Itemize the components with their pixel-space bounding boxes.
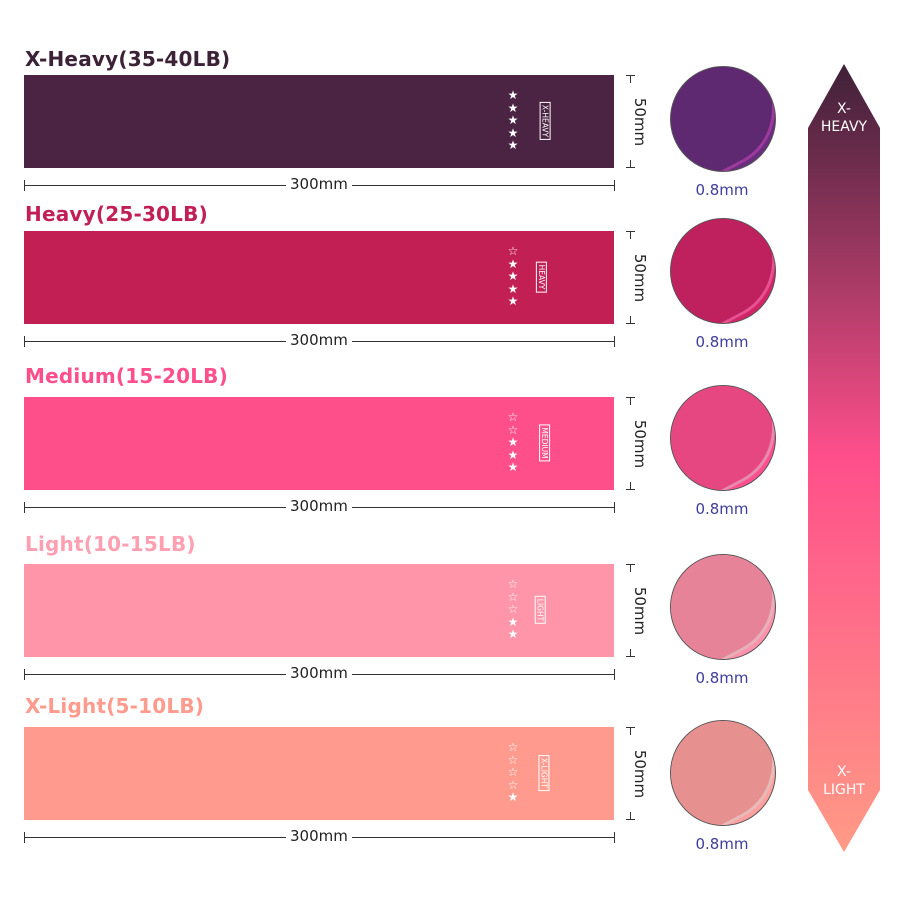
thickness-label: 0.8mm <box>695 500 749 518</box>
length-dimension: 300mm <box>24 497 615 515</box>
band-title: Medium(15-20LB) <box>25 364 228 388</box>
width-dimension: 50mm <box>622 231 649 324</box>
rating-stars: ☆ ☆ ☆ ☆ ★ <box>507 740 519 804</box>
dim-stem <box>630 397 631 405</box>
scale-top-label: X- HEAVY <box>820 101 868 135</box>
resistance-band: ☆ ★ ★ ★ ★ HEAVY <box>24 231 614 324</box>
thickness-label: 0.8mm <box>695 669 749 687</box>
length-dimension: 300mm <box>24 827 615 845</box>
length-label: 300mm <box>286 664 352 682</box>
width-dimension: 50mm <box>622 397 649 490</box>
length-dimension: 300mm <box>24 664 615 682</box>
band-label: ★ ★ ★ ★ ★ X-HEAVY <box>504 88 551 153</box>
width-dimension: 50mm <box>622 727 649 820</box>
band-tag: HEAVY <box>535 261 547 293</box>
rating-stars: ★ ★ ★ ★ ★ <box>507 88 519 152</box>
thickness-label: 0.8mm <box>695 835 749 853</box>
dim-stem <box>630 649 631 657</box>
dim-stem <box>630 75 631 83</box>
thickness-detail-image <box>670 385 776 491</box>
dim-stem <box>630 160 631 168</box>
dim-stem <box>630 482 631 490</box>
width-label: 50mm <box>631 586 650 635</box>
rating-stars: ☆ ★ ★ ★ ★ <box>507 244 519 308</box>
dim-stem <box>630 812 631 820</box>
band-label: ☆ ☆ ★ ★ ★ MEDIUM <box>504 410 551 475</box>
width-dimension: 50mm <box>622 564 649 657</box>
length-dimension: 300mm <box>24 175 615 193</box>
width-label: 50mm <box>631 419 650 468</box>
scale-bottom-label: X- LIGHT <box>823 764 865 798</box>
dim-stem <box>630 564 631 572</box>
width-label: 50mm <box>631 749 650 798</box>
band-label: ☆ ☆ ☆ ☆ ★ X-LIGHT <box>504 740 550 805</box>
length-label: 300mm <box>286 827 352 845</box>
resistance-band: ★ ★ ★ ★ ★ X-HEAVY <box>24 75 614 168</box>
dim-stem <box>630 316 631 324</box>
band-title: X-Heavy(35-40LB) <box>25 47 231 71</box>
length-label: 300mm <box>286 497 352 515</box>
resistance-band: ☆ ☆ ☆ ★ ★ LIGHT <box>24 564 614 657</box>
dim-stem <box>630 231 631 239</box>
resistance-band: ☆ ☆ ☆ ☆ ★ X-LIGHT <box>24 727 614 820</box>
length-label: 300mm <box>286 175 352 193</box>
thickness-label: 0.8mm <box>695 333 749 351</box>
thickness-detail-image <box>670 66 776 172</box>
width-dimension: 50mm <box>622 75 649 168</box>
dim-stem <box>630 727 631 735</box>
width-label: 50mm <box>631 253 650 302</box>
thickness-detail-image <box>670 720 776 826</box>
resistance-band: ☆ ☆ ★ ★ ★ MEDIUM <box>24 397 614 490</box>
thickness-label: 0.8mm <box>695 181 749 199</box>
rating-stars: ☆ ☆ ☆ ★ ★ <box>507 577 519 641</box>
band-title: X-Light(5-10LB) <box>25 694 205 718</box>
band-title: Heavy(25-30LB) <box>25 202 208 226</box>
length-dimension: 300mm <box>24 331 615 349</box>
length-label: 300mm <box>286 331 352 349</box>
band-edge <box>671 721 775 825</box>
band-edge <box>671 386 775 490</box>
rating-stars: ☆ ☆ ★ ★ ★ <box>507 410 519 474</box>
band-tag: MEDIUM <box>539 424 551 462</box>
band-edge <box>671 67 775 171</box>
band-tag: LIGHT <box>534 595 546 625</box>
band-edge <box>671 219 775 323</box>
band-tag: X-HEAVY <box>539 101 551 141</box>
band-title: Light(10-15LB) <box>25 532 196 556</box>
band-label: ☆ ☆ ☆ ★ ★ LIGHT <box>504 577 546 642</box>
resistance-scale-arrow <box>808 64 880 852</box>
width-label: 50mm <box>631 97 650 146</box>
band-tag: X-LIGHT <box>538 755 550 791</box>
thickness-detail-image <box>670 218 776 324</box>
thickness-detail-image <box>670 554 776 660</box>
band-label: ☆ ★ ★ ★ ★ HEAVY <box>504 244 547 309</box>
band-edge <box>671 555 775 659</box>
